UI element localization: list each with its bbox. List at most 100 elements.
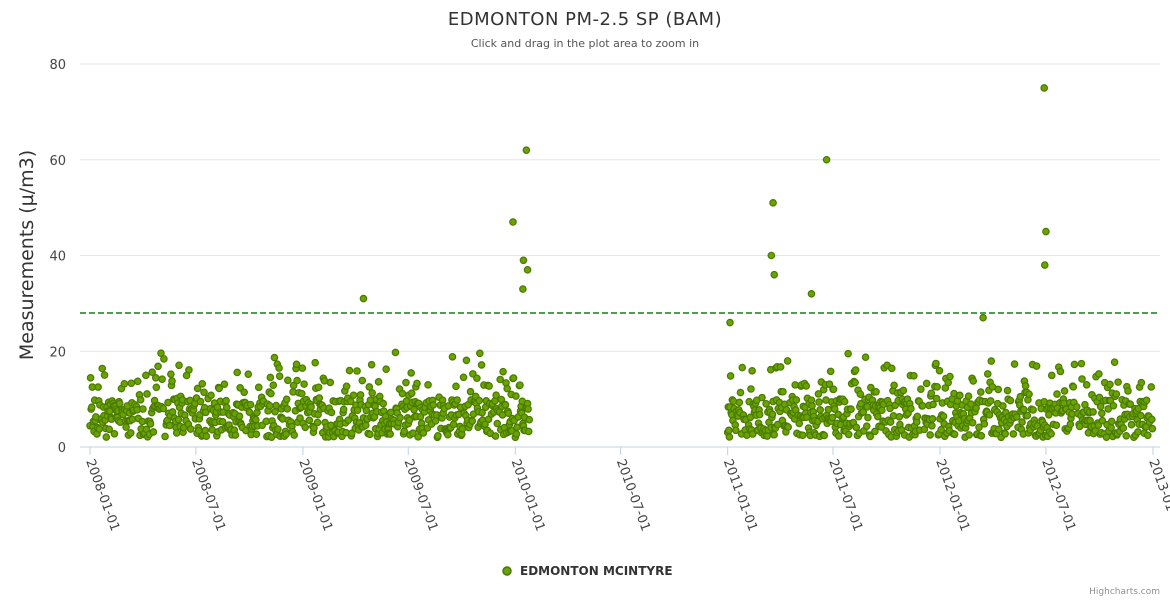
- data-point[interactable]: [825, 380, 834, 388]
- data-point[interactable]: [910, 372, 918, 380]
- data-point[interactable]: [1142, 396, 1151, 405]
- data-point[interactable]: [98, 364, 107, 373]
- data-point[interactable]: [808, 401, 816, 410]
- data-point[interactable]: [983, 370, 992, 378]
- data-point[interactable]: [339, 405, 348, 414]
- data-point[interactable]: [198, 379, 207, 388]
- data-point[interactable]: [830, 405, 839, 413]
- data-point[interactable]: [803, 413, 811, 422]
- data-point[interactable]: [964, 392, 973, 401]
- data-point[interactable]: [844, 349, 852, 358]
- data-point[interactable]: [453, 396, 461, 404]
- data-point[interactable]: [792, 396, 801, 404]
- data-point-outlier[interactable]: [769, 199, 777, 207]
- data-point[interactable]: [907, 404, 915, 413]
- data-point[interactable]: [186, 425, 195, 433]
- data-point[interactable]: [1089, 408, 1097, 416]
- data-point[interactable]: [120, 379, 129, 388]
- data-point[interactable]: [828, 413, 837, 422]
- data-point[interactable]: [840, 397, 849, 406]
- data-point[interactable]: [1066, 420, 1075, 429]
- data-point[interactable]: [95, 425, 104, 433]
- data-point[interactable]: [477, 361, 486, 369]
- data-point[interactable]: [1006, 396, 1015, 405]
- data-point[interactable]: [968, 418, 977, 427]
- data-point[interactable]: [1003, 386, 1012, 395]
- data-point[interactable]: [115, 399, 124, 408]
- data-point[interactable]: [157, 349, 165, 357]
- data-point[interactable]: [1134, 428, 1142, 436]
- data-point[interactable]: [86, 374, 95, 382]
- data-point[interactable]: [246, 400, 255, 409]
- data-point[interactable]: [207, 391, 215, 400]
- data-point[interactable]: [459, 373, 468, 382]
- data-point[interactable]: [1013, 413, 1021, 421]
- data-point[interactable]: [94, 383, 102, 391]
- data-point[interactable]: [1052, 421, 1061, 430]
- data-point[interactable]: [174, 415, 183, 424]
- data-point[interactable]: [755, 410, 764, 419]
- data-point[interactable]: [1029, 406, 1037, 414]
- data-point[interactable]: [292, 360, 301, 369]
- data-point[interactable]: [844, 430, 853, 439]
- data-point-outlier[interactable]: [1040, 84, 1048, 92]
- data-point[interactable]: [1069, 383, 1078, 391]
- data-point[interactable]: [847, 405, 855, 413]
- data-point[interactable]: [405, 416, 414, 424]
- data-point[interactable]: [814, 390, 823, 398]
- data-point[interactable]: [824, 405, 833, 414]
- data-point[interactable]: [282, 430, 290, 438]
- data-point[interactable]: [1107, 417, 1116, 426]
- data-point[interactable]: [491, 432, 500, 440]
- data-point[interactable]: [297, 389, 306, 398]
- data-point[interactable]: [1023, 411, 1032, 420]
- data-point[interactable]: [1025, 390, 1033, 398]
- data-point[interactable]: [168, 408, 177, 416]
- data-point[interactable]: [1016, 392, 1025, 401]
- data-point[interactable]: [1122, 431, 1131, 440]
- data-point-outlier[interactable]: [767, 251, 776, 260]
- data-point[interactable]: [311, 358, 319, 367]
- data-point[interactable]: [275, 364, 283, 372]
- data-point[interactable]: [1148, 424, 1157, 433]
- data-point[interactable]: [1136, 411, 1145, 420]
- data-point[interactable]: [282, 395, 291, 404]
- data-point[interactable]: [266, 373, 275, 382]
- data-point[interactable]: [798, 431, 807, 440]
- data-point[interactable]: [356, 391, 365, 399]
- data-point[interactable]: [1018, 418, 1026, 426]
- data-point[interactable]: [1137, 378, 1146, 387]
- data-point[interactable]: [1082, 381, 1091, 389]
- data-point[interactable]: [290, 431, 299, 439]
- data-point[interactable]: [816, 406, 824, 414]
- data-point[interactable]: [160, 355, 168, 363]
- data-point[interactable]: [353, 406, 362, 415]
- data-point[interactable]: [851, 366, 860, 374]
- data-point[interactable]: [366, 430, 374, 439]
- data-point[interactable]: [274, 425, 282, 433]
- data-point[interactable]: [283, 405, 292, 413]
- data-point[interactable]: [1001, 429, 1010, 438]
- data-point[interactable]: [736, 388, 745, 397]
- data-point[interactable]: [358, 376, 367, 385]
- data-point[interactable]: [213, 403, 222, 411]
- data-point[interactable]: [365, 383, 374, 391]
- data-point[interactable]: [956, 391, 964, 400]
- data-point[interactable]: [196, 397, 205, 406]
- data-point[interactable]: [1126, 400, 1135, 408]
- data-point[interactable]: [473, 374, 481, 383]
- data-point[interactable]: [1098, 416, 1107, 425]
- data-point[interactable]: [368, 389, 376, 397]
- data-point[interactable]: [871, 427, 879, 436]
- data-points[interactable]: [86, 84, 1157, 442]
- data-point[interactable]: [999, 402, 1007, 410]
- data-point[interactable]: [402, 378, 410, 387]
- data-point[interactable]: [976, 388, 985, 396]
- data-point[interactable]: [202, 432, 211, 440]
- data-point[interactable]: [866, 432, 875, 441]
- data-point[interactable]: [271, 407, 279, 416]
- data-point[interactable]: [1097, 409, 1106, 418]
- data-point[interactable]: [158, 375, 166, 383]
- data-point[interactable]: [969, 377, 978, 385]
